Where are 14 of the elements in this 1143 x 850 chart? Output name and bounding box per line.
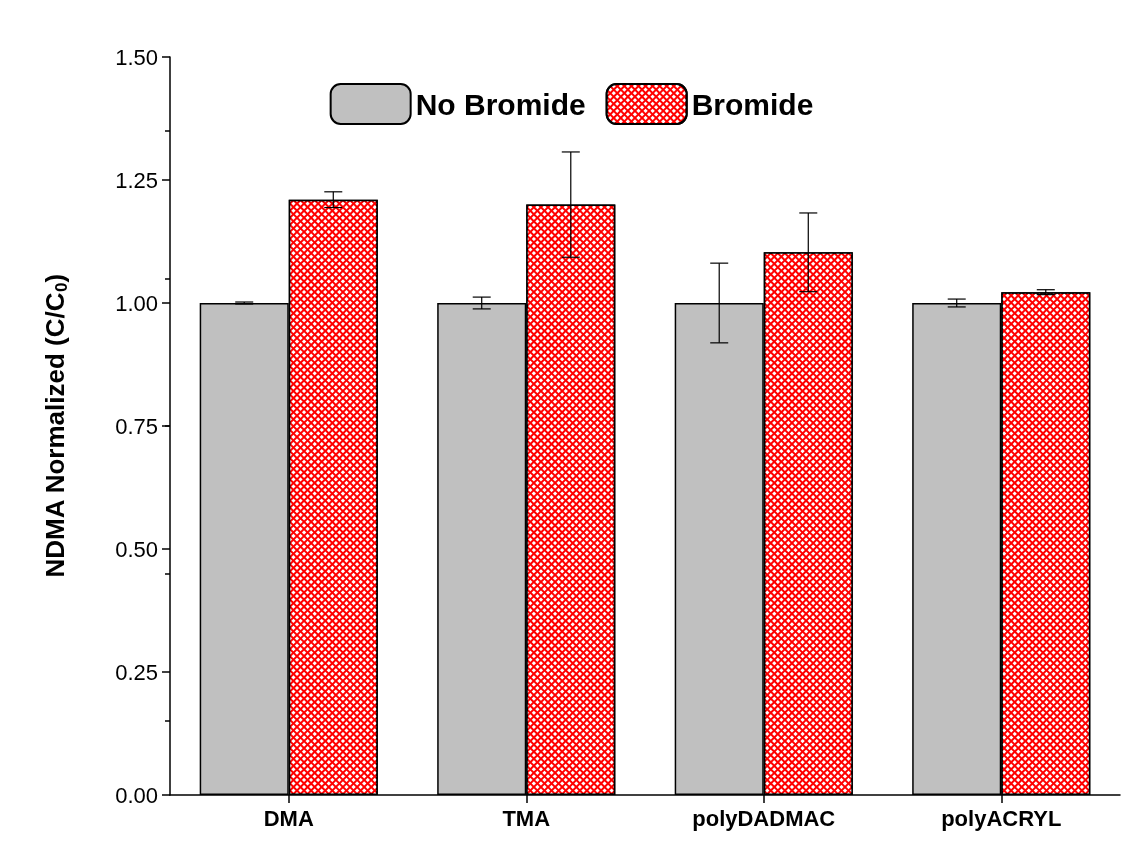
y-axis-title: NDMA Normalized (C/C0) [39, 273, 71, 578]
y-tick-label: 0.50 [115, 536, 158, 562]
x-tick-label: TMA [502, 805, 551, 831]
legend-label: No Bromide [415, 87, 586, 121]
x-tick-label: polyACRYL [941, 805, 1062, 831]
y-tick-label: 1.00 [115, 290, 158, 316]
x-tick-label: polyDADMAC [692, 805, 836, 831]
y-tick-label: 1.50 [115, 44, 158, 70]
y-tick-label: 1.25 [115, 167, 158, 193]
legend-label: Bromide [691, 87, 814, 121]
y-tick-label: 0.75 [115, 413, 158, 439]
y-tick-label: 0.25 [115, 659, 158, 685]
y-tick-label: 0.00 [115, 782, 158, 808]
x-tick-label: DMA [263, 805, 314, 831]
